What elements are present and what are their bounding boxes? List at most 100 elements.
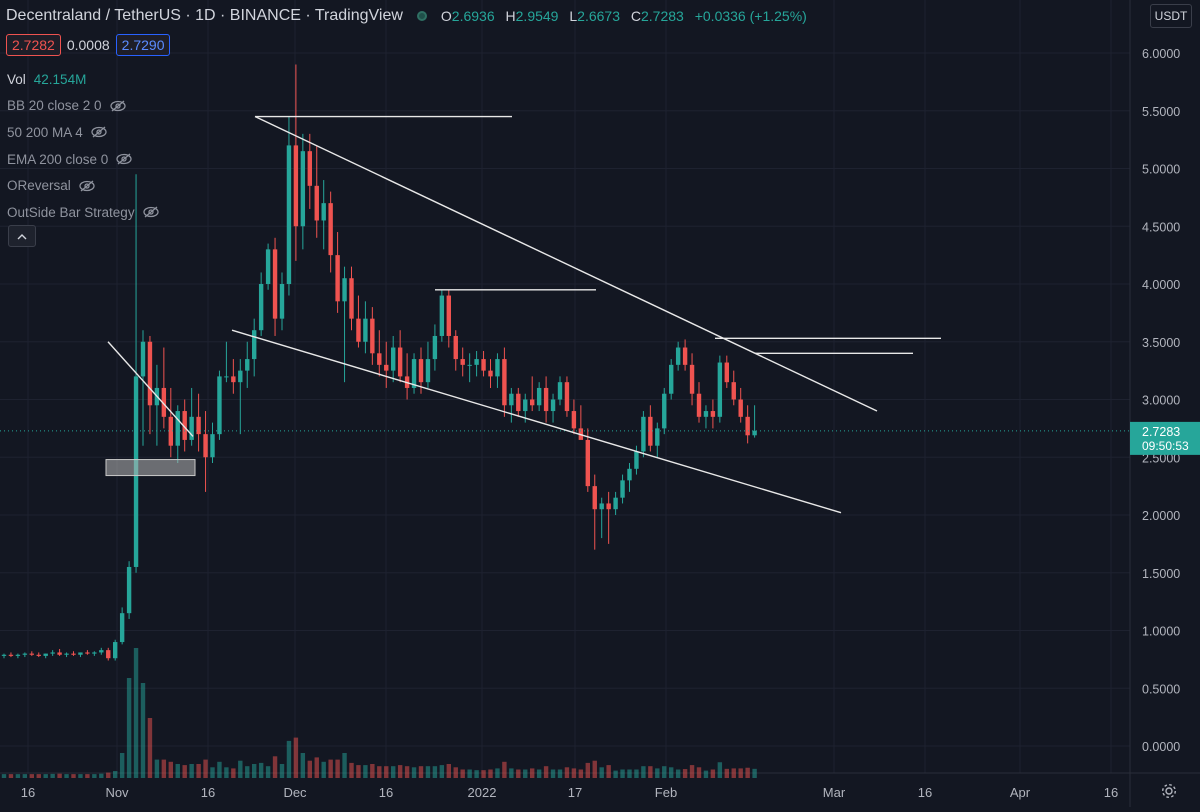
eye-hidden-icon[interactable] bbox=[109, 100, 126, 112]
indicator-outside-bar[interactable]: OutSide Bar Strategy bbox=[7, 199, 159, 226]
zone-box bbox=[105, 459, 196, 477]
volume-bar bbox=[599, 767, 604, 778]
collapse-legend-button[interactable] bbox=[8, 225, 36, 247]
volume-bar bbox=[578, 769, 584, 778]
currency-selector[interactable]: USDT bbox=[1150, 4, 1192, 28]
volume-bar bbox=[307, 760, 312, 778]
candle-body bbox=[370, 318, 375, 354]
volume-bar bbox=[182, 765, 187, 778]
volume-bar bbox=[203, 759, 208, 778]
indicator-bb[interactable]: BB 20 close 2 0 bbox=[7, 93, 159, 120]
candle-body bbox=[377, 353, 382, 365]
candle-body bbox=[648, 416, 653, 446]
time-tick-label: 2022 bbox=[468, 785, 497, 800]
candle-body bbox=[356, 318, 361, 342]
candle-body bbox=[279, 284, 285, 319]
open-key: O bbox=[440, 8, 452, 24]
last-price-tag bbox=[1130, 421, 1200, 455]
volume-bar bbox=[397, 765, 403, 778]
eye-hidden-icon[interactable] bbox=[116, 153, 132, 165]
candle-body bbox=[363, 318, 368, 342]
indicator-ma[interactable]: 50 200 MA 4 bbox=[7, 119, 159, 146]
candle-body bbox=[210, 434, 215, 458]
sell-button[interactable]: 2.7282 bbox=[6, 34, 61, 56]
volume-bar bbox=[745, 767, 750, 778]
candle-body bbox=[669, 364, 674, 394]
volume-bar bbox=[189, 764, 194, 778]
candle-body bbox=[224, 376, 229, 378]
volume-bar bbox=[78, 774, 83, 778]
candle-body bbox=[245, 359, 250, 371]
price-tick-label: 0.5000 bbox=[1142, 682, 1180, 696]
volume-bar bbox=[404, 766, 410, 778]
candle-body bbox=[655, 428, 660, 446]
gear-icon[interactable] bbox=[1160, 782, 1178, 800]
candle-body bbox=[439, 295, 445, 336]
volume-indicator[interactable]: Vol 42.154M bbox=[7, 66, 159, 93]
candle-body bbox=[571, 411, 577, 429]
indicator-label: 50 200 MA 4 bbox=[7, 124, 83, 140]
buy-button[interactable]: 2.7290 bbox=[115, 34, 171, 56]
candle-body bbox=[745, 416, 750, 436]
eye-hidden-icon[interactable] bbox=[79, 180, 95, 192]
volume-bar bbox=[696, 767, 702, 778]
candle-body bbox=[57, 652, 62, 655]
price-tick-label: 3.5000 bbox=[1142, 336, 1180, 350]
eye-hidden-icon[interactable] bbox=[142, 206, 159, 218]
indicator-label: OutSide Bar Strategy bbox=[7, 204, 135, 220]
candle-body bbox=[265, 249, 271, 284]
price-tick-label: 4.0000 bbox=[1142, 278, 1180, 292]
volume-bar bbox=[279, 764, 285, 778]
candle-body bbox=[196, 416, 201, 435]
candle-body bbox=[335, 255, 340, 302]
candle-body bbox=[286, 145, 292, 284]
candle-body bbox=[300, 151, 306, 227]
candle-body bbox=[731, 382, 736, 400]
volume-bar bbox=[731, 768, 736, 778]
price-tick-label: 5.0000 bbox=[1142, 163, 1180, 177]
volume-bar bbox=[411, 767, 417, 778]
market-status-icon[interactable] bbox=[416, 11, 427, 21]
candle-body bbox=[717, 362, 723, 417]
candle-body bbox=[481, 359, 486, 371]
candle-body bbox=[425, 359, 431, 383]
candle-body bbox=[460, 359, 465, 365]
volume-bar bbox=[300, 753, 306, 778]
volume-bar bbox=[224, 767, 229, 778]
candle-body bbox=[682, 347, 688, 365]
candle-body bbox=[536, 387, 542, 406]
volume-bar bbox=[328, 759, 333, 778]
volume-bar bbox=[175, 764, 180, 778]
volume-bar bbox=[425, 766, 431, 778]
volume-bar bbox=[231, 768, 236, 778]
time-tick-label: Nov bbox=[105, 785, 129, 800]
candle-body bbox=[8, 654, 14, 656]
eye-hidden-icon[interactable] bbox=[91, 126, 107, 138]
price-tick-label: 1.5000 bbox=[1142, 567, 1180, 581]
volume-bar bbox=[530, 768, 535, 778]
high-key: H bbox=[505, 8, 516, 24]
volume-bar bbox=[43, 774, 48, 778]
indicator-label: OReversal bbox=[7, 178, 71, 194]
price-tick-label: 5.5000 bbox=[1142, 105, 1180, 119]
low-key: L bbox=[569, 8, 578, 24]
volume-bar bbox=[620, 769, 625, 778]
symbol-title[interactable]: Decentraland / TetherUS · 1D · BINANCE ·… bbox=[6, 7, 403, 24]
volume-bar bbox=[627, 769, 632, 778]
volume-bar bbox=[356, 765, 361, 778]
candle-body bbox=[22, 653, 28, 655]
indicator-ema[interactable]: EMA 200 close 0 bbox=[7, 146, 159, 173]
price-tick-label: 1.0000 bbox=[1142, 625, 1180, 639]
volume-bar bbox=[724, 768, 729, 778]
candle-body bbox=[585, 439, 590, 487]
indicator-oreversal[interactable]: OReversal bbox=[7, 172, 159, 199]
volume-bar bbox=[717, 762, 723, 778]
bid-ask-panel: 2.7282 0.0008 2.7290 bbox=[6, 34, 171, 56]
candle-body bbox=[703, 411, 709, 417]
volume-bar bbox=[634, 769, 639, 778]
candle-body bbox=[752, 430, 757, 436]
volume-bar bbox=[550, 769, 556, 778]
candle-body bbox=[606, 503, 611, 510]
